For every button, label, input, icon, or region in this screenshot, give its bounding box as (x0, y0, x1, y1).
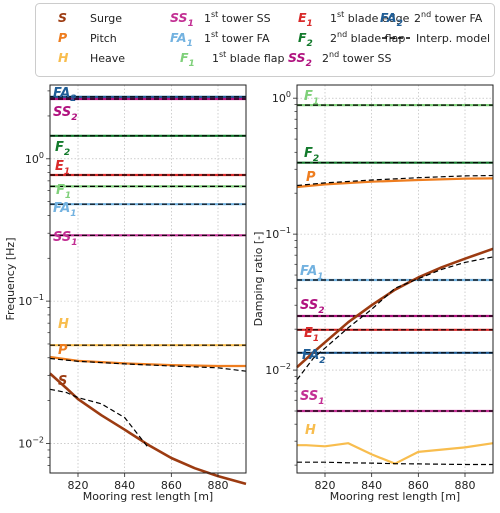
mode-label-fa2: FA2 (302, 348, 326, 366)
series-group (296, 103, 494, 466)
model-pitch (296, 174, 494, 187)
legend-symbol-heave: H (58, 50, 69, 65)
mode-label-pitch: P (306, 170, 316, 185)
series-pitch (49, 355, 246, 368)
legend-symbol-fa1: FA1 (170, 30, 193, 49)
legend-label-f1: 1st blade flap (212, 50, 285, 65)
y-ticks: 10−2 10−1 100 (265, 90, 297, 377)
x-tick-label: 820 (68, 479, 89, 492)
x-axis-label: Mooring rest length [m] (330, 490, 460, 503)
x-tick-label: 860 (161, 479, 182, 492)
mode-label-e1: E1 (304, 326, 319, 344)
x-tick-label: 880 (208, 479, 229, 492)
legend-item-heave: H Heave (58, 50, 125, 65)
legend-label-f2: 2nd blade flap (330, 30, 405, 45)
legend-item-fa1: FA1 1st tower FA (170, 30, 270, 49)
legend-label-e1: 1st blade edge (330, 10, 410, 25)
mode-labels: F1 F2 P FA1 SS2 E1 FA2 SS1 H (300, 89, 326, 438)
legend-label-heave: Heave (90, 52, 125, 65)
axes-frame (49, 84, 247, 474)
y-tick-label: 10−2 (18, 435, 44, 450)
legend-label-surge: Surge (90, 12, 122, 25)
y-tick-label: 100 (25, 151, 44, 166)
damping-panel: F1 F2 P FA1 SS2 E1 FA2 SS1 H 820 840 860 880 10−2 10−1… (252, 84, 494, 503)
x-tick-label: 880 (455, 479, 476, 492)
legend-symbol-fa2: FA2 (380, 10, 403, 29)
x-ticks: 820 840 860 880 (315, 473, 476, 492)
y-ticks: 10−2 10−1 100 (18, 151, 50, 450)
legend-label-pitch: Pitch (90, 32, 117, 45)
model-heave (297, 461, 493, 466)
grid (50, 85, 246, 473)
x-ticks: 820 840 860 880 (68, 473, 229, 492)
legend: S Surge P Pitch H Heave SS1 1st tower SS FA1 1st … (35, 3, 495, 77)
y-axis-label: Damping ratio [-] (252, 232, 265, 327)
y-tick-label: 10−1 (265, 226, 291, 241)
legend-item-ss2: SS2 2nd tower SS (288, 50, 391, 69)
mode-label-fa2: FA2 (53, 86, 77, 104)
legend-symbol-ss2: SS2 (288, 50, 312, 69)
mode-label-pitch: P (58, 343, 68, 358)
mode-label-f1: F1 (56, 183, 71, 201)
legend-item-f2: F2 2nd blade flap (298, 30, 405, 49)
mode-label-f2: F2 (55, 140, 70, 158)
legend-label-fa2: 2nd tower FA (414, 10, 483, 25)
series-surge (49, 372, 247, 486)
legend-item-model: Interp. model (382, 32, 490, 45)
legend-item-surge: S Surge (58, 10, 122, 25)
mode-label-fa1: FA1 (300, 264, 324, 282)
legend-label-ss1: 1st tower SS (204, 10, 271, 25)
mode-label-e1: E1 (55, 159, 70, 177)
x-tick-label: 860 (408, 479, 429, 492)
mode-label-heave: H (305, 423, 316, 438)
series-surge (296, 247, 494, 369)
mode-label-ss1: SS1 (300, 389, 325, 407)
x-tick-label: 820 (315, 479, 336, 492)
legend-item-ss1: SS1 1st tower SS (170, 10, 271, 29)
mode-label-fa1: FA1 (53, 201, 77, 219)
legend-label-model: Interp. model (416, 32, 490, 45)
x-axis-label: Mooring rest length [m] (83, 490, 213, 503)
legend-symbol-f1: F1 (180, 50, 195, 69)
mode-label-f1: F1 (304, 89, 319, 107)
y-tick-label: 10−1 (18, 293, 44, 308)
series-group (49, 95, 247, 486)
y-tick-label: 100 (272, 90, 291, 105)
legend-label-ss2: 2nd tower SS (322, 50, 391, 65)
x-tick-label: 840 (361, 479, 382, 492)
legend-symbol-ss1: SS1 (170, 10, 194, 29)
mode-label-f2: F2 (304, 146, 319, 164)
legend-item-f1: F1 1st blade flap (180, 50, 285, 69)
y-axis-label: Frequency [Hz] (4, 238, 17, 321)
legend-item-pitch: P Pitch (58, 30, 117, 45)
legend-frame (35, 3, 495, 77)
legend-symbol-pitch: P (58, 30, 67, 45)
axes-frame (296, 84, 494, 474)
legend-symbol-surge: S (58, 10, 67, 25)
series-pitch (296, 177, 494, 189)
legend-symbol-e1: E1 (298, 10, 313, 29)
legend-item-fa2: FA2 2nd tower FA (380, 10, 483, 29)
y-tick-label: 10−2 (265, 362, 291, 377)
legend-symbol-f2: F2 (298, 30, 313, 49)
mode-label-ss1: SS1 (53, 230, 78, 248)
x-tick-label: 840 (114, 479, 135, 492)
model-pitch (49, 357, 247, 372)
mode-label-heave: H (58, 317, 69, 332)
legend-item-e1: E1 1st blade edge (298, 10, 410, 29)
mode-label-ss2: SS2 (53, 105, 78, 123)
model-surge (296, 256, 494, 381)
series-heave (297, 442, 494, 465)
legend-label-fa1: 1st tower FA (204, 30, 270, 45)
mode-label-surge: S (58, 374, 67, 389)
model-surge (49, 388, 149, 448)
mode-label-ss2: SS2 (300, 298, 325, 316)
